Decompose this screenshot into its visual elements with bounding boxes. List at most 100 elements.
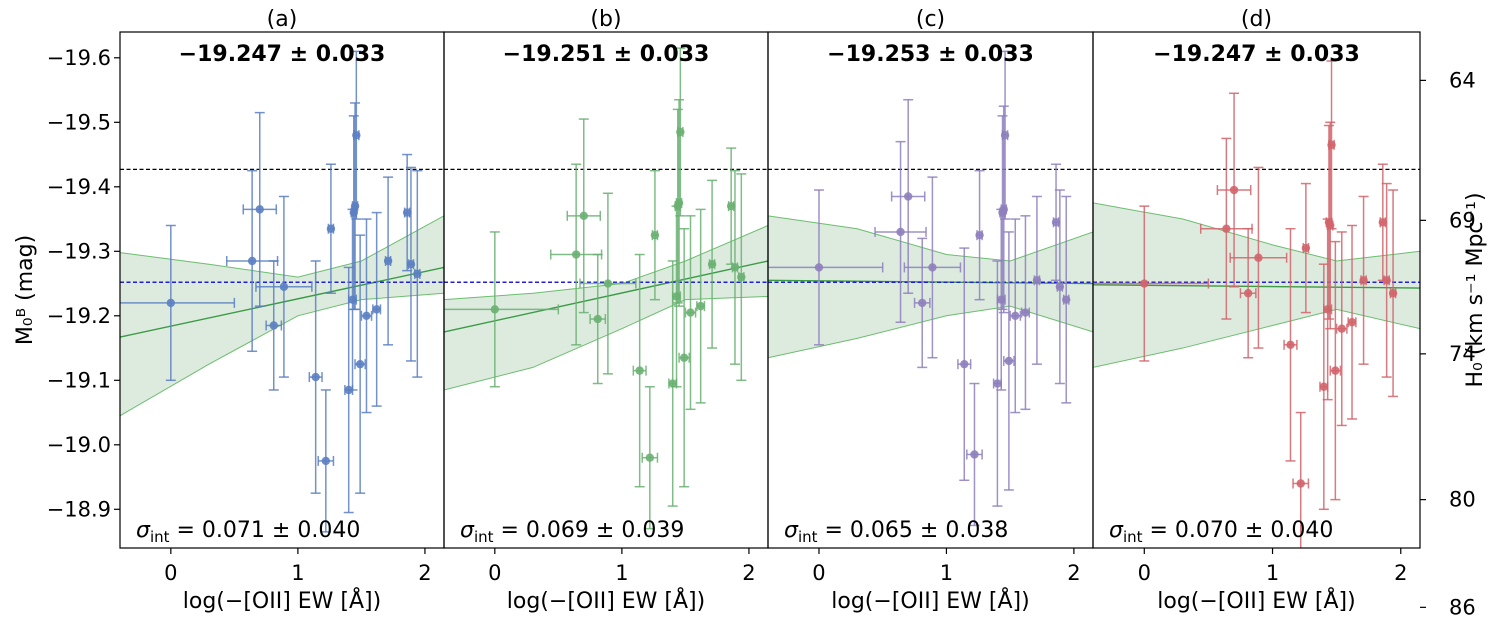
- h0-tick-label: 74: [1449, 342, 1476, 366]
- marker: [383, 256, 393, 266]
- y-tick-label: −19.5: [47, 110, 111, 134]
- fit-line: [444, 260, 768, 333]
- marker: [1327, 140, 1336, 150]
- h0-tick-label: 64: [1449, 68, 1476, 92]
- x-axis-label: log(−[OII] EW [Å]): [507, 587, 705, 614]
- data-point-8: [649, 169, 660, 301]
- mean-label: −19.247 ± 0.033: [1153, 42, 1360, 67]
- fit-confidence-band: [768, 215, 1093, 358]
- sigma-symbol: σ: [460, 518, 475, 543]
- y-tick-label: −19.1: [47, 368, 111, 392]
- marker: [1051, 218, 1061, 227]
- data-point-16: [695, 208, 706, 404]
- marker: [1337, 324, 1346, 333]
- marker: [737, 272, 746, 282]
- marker: [1229, 185, 1239, 195]
- y-axis-label-right: H₀ (km s⁻¹ Mpc⁻¹): [1463, 192, 1488, 387]
- data-point-18: [402, 153, 413, 272]
- data-point-1: [120, 224, 236, 382]
- y-tick-label: −19.6: [47, 46, 111, 70]
- data-point-12: [998, 105, 1009, 314]
- data-point-17: [1031, 195, 1042, 365]
- marker: [1347, 318, 1357, 327]
- panel-4: (d) −19.247 ± 0.033 σint = 0.070 ± 0.040 0 1…: [1092, 7, 1421, 614]
- panel-title: (b): [590, 7, 621, 32]
- data-point-4: [1239, 227, 1257, 359]
- fit-line: [120, 266, 444, 338]
- sigma-symbol: σ: [1109, 518, 1124, 543]
- x-axis-label: log(−[OII] EW [Å]): [1157, 587, 1355, 614]
- x-tick-label: 2: [1394, 561, 1407, 585]
- data-point-8: [974, 169, 985, 301]
- panel-plot-area: [1093, 60, 1420, 548]
- sigma-label: σint = 0.071 ± 0.040: [136, 518, 360, 546]
- data-point-3: [566, 118, 602, 314]
- data-point-3: [242, 111, 278, 307]
- data-point-6: [632, 253, 647, 488]
- data-point-13: [351, 50, 362, 220]
- marker: [1359, 276, 1368, 285]
- y-tick-label: −19.3: [47, 239, 111, 263]
- marker: [970, 450, 979, 459]
- marker: [814, 263, 824, 272]
- axes-layer: −19.6 −19.5 −19.4 −19.3 −19.2 −19.1 −19.0 −18.9…: [13, 46, 1488, 620]
- marker: [321, 456, 331, 466]
- data-point-14: [678, 227, 690, 488]
- h0-tick-label: 80: [1449, 488, 1476, 512]
- sigma-subscript: int: [474, 528, 494, 546]
- data-point-6: [957, 247, 972, 482]
- data-point-19: [1381, 182, 1392, 378]
- data-point-3: [1216, 92, 1252, 288]
- x-tick-label: 1: [940, 561, 953, 585]
- marker: [1296, 479, 1305, 488]
- marker: [1378, 218, 1388, 227]
- marker: [1222, 224, 1231, 233]
- data-point-5: [1229, 166, 1288, 349]
- data-point-3: [890, 98, 926, 294]
- data-point-20: [1388, 189, 1399, 398]
- sigma-value: = 0.070 ± 0.040: [1143, 518, 1334, 543]
- x-tick-label: 0: [164, 561, 177, 585]
- data-point-16: [1347, 224, 1358, 420]
- marker: [726, 201, 736, 211]
- panel-title: (d): [1241, 7, 1272, 32]
- marker: [279, 282, 289, 291]
- marker: [1062, 295, 1071, 304]
- marker: [1243, 289, 1253, 298]
- marker: [650, 230, 660, 240]
- marker: [255, 205, 264, 214]
- data-point-10: [1322, 218, 1333, 401]
- marker: [730, 263, 740, 272]
- panel-1: (a) −19.247 ± 0.033 σint = 0.071 ± 0.040 0 1…: [119, 7, 445, 614]
- data-point-14: [1329, 240, 1342, 501]
- data-point-7: [317, 389, 335, 533]
- data-point-5: [903, 176, 962, 359]
- sigma-value: = 0.065 ± 0.038: [818, 518, 1009, 543]
- marker: [896, 227, 905, 237]
- marker: [355, 359, 365, 369]
- marker: [571, 250, 581, 259]
- x-tick-label: 2: [1067, 561, 1080, 585]
- data-point-7: [1292, 411, 1310, 548]
- data-point-5: [255, 195, 313, 378]
- marker: [686, 308, 695, 317]
- marker: [362, 311, 371, 320]
- fit-confidence-band: [1093, 202, 1420, 368]
- data-point-20: [1061, 195, 1072, 404]
- data-point-13: [1326, 60, 1337, 230]
- sigma-label: σint = 0.065 ± 0.038: [784, 518, 1008, 546]
- data-point-13: [1000, 50, 1011, 220]
- marker: [269, 321, 278, 330]
- sigma-value: = 0.071 ± 0.040: [170, 518, 361, 543]
- marker: [975, 230, 984, 240]
- data-point-19: [1054, 189, 1065, 385]
- marker: [1388, 289, 1398, 298]
- marker: [1140, 279, 1149, 288]
- mean-label: −19.253 ± 0.033: [827, 42, 1034, 67]
- marker: [707, 260, 717, 269]
- fit-confidence-band: [120, 215, 444, 416]
- data-point-15: [684, 215, 697, 411]
- marker: [1319, 382, 1329, 391]
- x-tick-label: 1: [615, 561, 628, 585]
- data-point-4: [589, 253, 607, 385]
